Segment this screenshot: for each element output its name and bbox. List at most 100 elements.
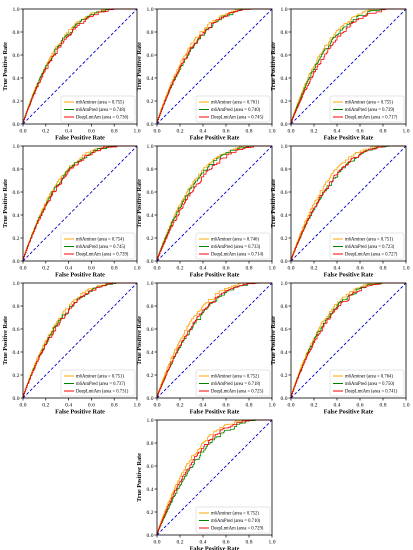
y-tick-label: 0.4 xyxy=(13,350,20,356)
roc-panel: 0.0 0.2 0.4 0.6 0.8 1.0 0.0 0.2 0.4 0.6 0.8 1.0 Fals… xyxy=(2,7,141,142)
x-tick-label: 0.8 xyxy=(111,266,118,272)
legend: m6Aminer (area = 0.761) m6AmPred (area = … xyxy=(195,95,271,123)
x-tick-label: 0.6 xyxy=(357,403,364,409)
chance-diagonal-line xyxy=(22,8,138,125)
series-line xyxy=(156,145,272,261)
axes-frame xyxy=(156,8,273,125)
x-tick-label: 1.0 xyxy=(269,540,276,546)
y-tick-label: 0.4 xyxy=(281,76,288,82)
y-tick-label: 0.8 xyxy=(281,30,288,36)
chance-diagonal-line xyxy=(156,282,273,399)
y-tick-label: 1.0 xyxy=(281,281,288,287)
y-tick-label: 0.2 xyxy=(281,373,288,379)
legend-box xyxy=(329,232,405,260)
legend-entry: m6AmPred (area = 0.750) xyxy=(345,382,395,387)
x-tick-label: 0.0 xyxy=(20,129,27,135)
x-tick-label: 0.6 xyxy=(88,129,95,135)
legend-entry: m6AmPred (area = 0.740) xyxy=(211,108,261,113)
chance-diagonal-line xyxy=(22,145,138,262)
y-tick-label: 0.0 xyxy=(13,259,20,265)
axes-frame xyxy=(290,282,407,399)
x-tick-label: 0.2 xyxy=(177,266,184,272)
legend-entry: m6AmPred (area = 0.710) xyxy=(211,519,261,524)
legend-entry: m6Aminer (area = 0.761) xyxy=(211,101,259,106)
legend-entry: m6Aminer (area = 0.764) xyxy=(345,375,393,380)
y-tick-label: 0.2 xyxy=(147,373,154,379)
axes-frame xyxy=(22,145,138,262)
y-tick-label: 0.4 xyxy=(147,213,154,219)
x-tick-label: 0.8 xyxy=(246,403,253,409)
legend-entry: DeepLmtAm (area = 0.739) xyxy=(76,253,129,258)
y-tick-label: 1.0 xyxy=(13,144,20,150)
legend-entry: DeepLmtAm (area = 0.725) xyxy=(211,390,264,395)
y-tick-label: 0.0 xyxy=(147,122,154,128)
x-axis-label: False Positive Rate xyxy=(190,135,240,142)
y-tick-label: 0.0 xyxy=(281,259,288,265)
y-tick-label: 0.6 xyxy=(147,53,154,59)
legend-entry: m6AmPred (area = 0.745) xyxy=(76,245,126,250)
y-tick-label: 0.8 xyxy=(13,304,20,310)
y-tick-label: 1.0 xyxy=(147,7,154,13)
y-axis-label: True Positive Rate xyxy=(136,179,143,228)
chance-diagonal-line xyxy=(290,8,407,125)
x-tick-label: 1.0 xyxy=(134,403,141,409)
x-tick-label: 1.0 xyxy=(269,129,276,135)
y-tick-label: 0.2 xyxy=(13,373,20,379)
y-tick-label: 0.4 xyxy=(13,76,20,82)
y-tick-label: 0.2 xyxy=(281,99,288,105)
y-tick-label: 0.2 xyxy=(147,99,154,105)
y-tick-label: 0.8 xyxy=(13,167,20,173)
x-axis-label: False Positive Rate xyxy=(55,272,105,279)
y-axis-label: True Positive Rate xyxy=(2,42,9,91)
series-line xyxy=(290,282,406,398)
x-tick-label: 0.0 xyxy=(154,129,161,135)
y-tick-label: 0.8 xyxy=(147,304,154,310)
legend-entry: m6Aminer (area = 0.754) xyxy=(76,238,124,243)
x-tick-label: 0.6 xyxy=(223,540,230,546)
x-axis-label: False Positive Rate xyxy=(324,272,374,279)
roc-panel: 0.0 0.2 0.4 0.6 0.8 1.0 0.0 0.2 0.4 0.6 0.8 1.0 Fals… xyxy=(136,418,276,550)
legend-entry: m6Aminer (area = 0.755) xyxy=(345,101,393,106)
legend-entry: m6AmPred (area = 0.718) xyxy=(211,382,261,387)
y-tick-label: 0.8 xyxy=(13,30,20,36)
legend-entry: m6Aminer (area = 0.751) xyxy=(345,238,393,243)
y-tick-label: 0.2 xyxy=(13,236,20,242)
y-axis-label: True Positive Rate xyxy=(2,179,9,228)
legend: m6Aminer (area = 0.752) m6AmPred (area = … xyxy=(195,506,271,534)
roc-panel: 0.0 0.2 0.4 0.6 0.8 1.0 0.0 0.2 0.4 0.6 0.8 1.0 Fals… xyxy=(136,7,276,142)
x-tick-label: 0.8 xyxy=(246,540,253,546)
legend-entry: m6AmPred (area = 0.737) xyxy=(76,382,126,387)
y-tick-label: 0.0 xyxy=(147,396,154,402)
y-tick-label: 0.6 xyxy=(13,53,20,59)
y-tick-label: 0.8 xyxy=(281,304,288,310)
x-tick-label: 0.6 xyxy=(223,403,230,409)
chance-diagonal-line xyxy=(156,145,273,262)
y-tick-label: 0.6 xyxy=(281,327,288,333)
x-tick-label: 0.0 xyxy=(288,266,295,272)
x-tick-label: 0.0 xyxy=(154,540,161,546)
y-tick-label: 0.4 xyxy=(13,213,20,219)
x-tick-label: 0.0 xyxy=(154,266,161,272)
y-tick-label: 0.4 xyxy=(147,487,154,493)
chance-diagonal-line xyxy=(22,282,138,399)
legend: m6Aminer (area = 0.746) m6AmPred (area = … xyxy=(195,232,271,260)
x-axis-label: False Positive Rate xyxy=(190,272,240,279)
x-axis-label: False Positive Rate xyxy=(55,135,105,142)
axes-frame xyxy=(22,8,138,125)
series-line xyxy=(156,282,272,398)
y-tick-label: 0.2 xyxy=(281,236,288,242)
legend-entry: m6Aminer (area = 0.752) xyxy=(211,512,259,517)
roc-panel: 0.0 0.2 0.4 0.6 0.8 1.0 0.0 0.2 0.4 0.6 0.8 1.0 Fals… xyxy=(136,281,276,416)
legend-entry: m6AmPred (area = 0.723) xyxy=(345,245,395,250)
y-axis-label: True Positive Rate xyxy=(270,179,277,228)
legend-entry: DeepLmtAm (area = 0.736) xyxy=(76,116,129,121)
y-tick-label: 1.0 xyxy=(147,281,154,287)
x-tick-label: 0.4 xyxy=(200,540,207,546)
y-axis-label: True Positive Rate xyxy=(136,316,143,365)
legend-entry: DeepLmtAm (area = 0.717) xyxy=(345,116,398,121)
legend-entry: m6Aminer (area = 0.752) xyxy=(211,375,259,380)
y-axis-label: True Positive Rate xyxy=(2,316,9,365)
x-tick-label: 0.4 xyxy=(200,266,207,272)
axes-frame xyxy=(156,145,273,262)
x-tick-label: 0.4 xyxy=(200,403,207,409)
